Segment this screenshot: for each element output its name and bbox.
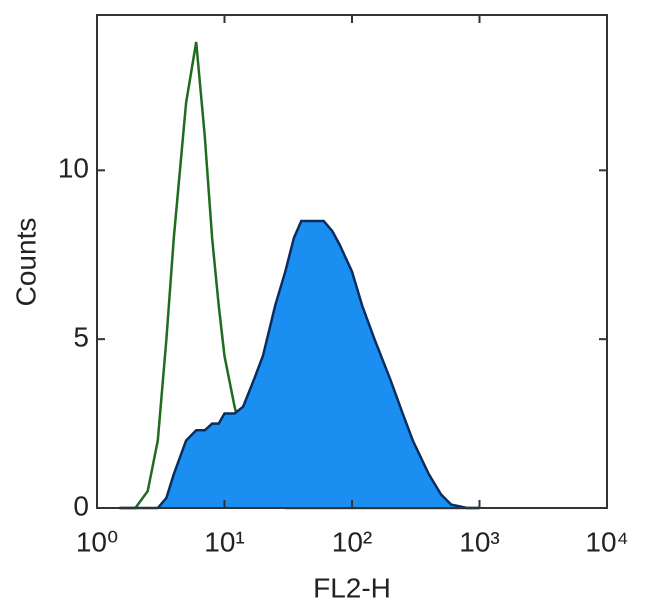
x-tick-label: 10³ (459, 526, 499, 557)
y-tick-label: 10 (58, 153, 89, 184)
x-tick-label: 10⁰ (76, 526, 118, 557)
x-axis-label: FL2-H (313, 572, 391, 603)
histogram-area (119, 221, 480, 508)
x-tick-label: 10¹ (204, 526, 244, 557)
y-axis-label: Counts (10, 218, 41, 307)
x-tick-label: 10² (332, 526, 372, 557)
y-tick-label: 5 (73, 322, 89, 353)
histogram-line (119, 219, 480, 510)
y-tick-label: 0 (73, 490, 89, 521)
x-tick-label: 10⁴ (585, 526, 628, 557)
